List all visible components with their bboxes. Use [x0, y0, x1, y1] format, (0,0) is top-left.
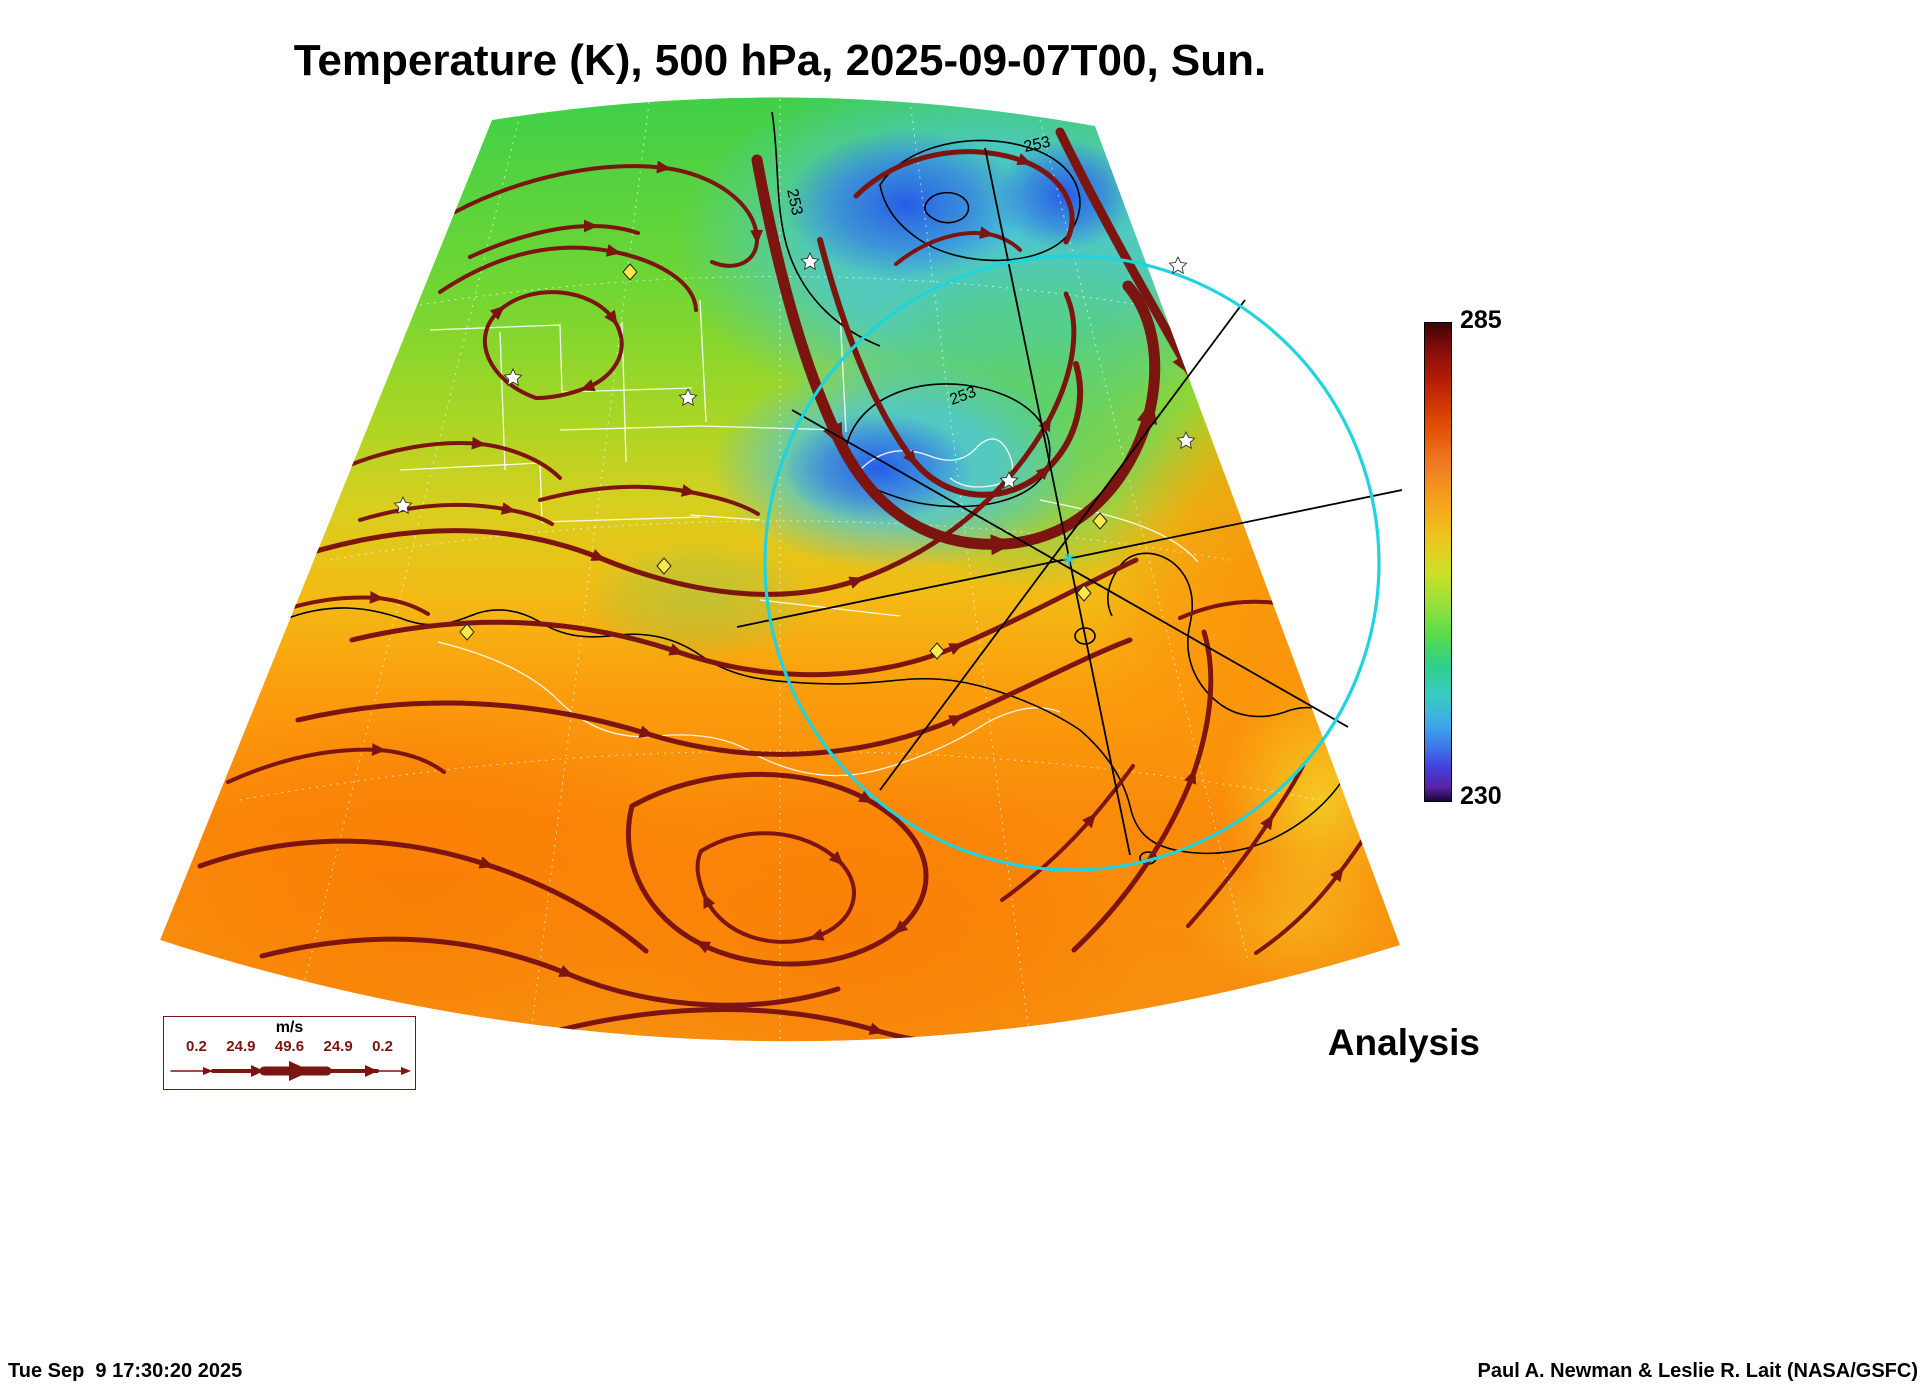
colorbar-max-label: 285 — [1460, 306, 1502, 334]
temperature-colorbar — [1424, 322, 1452, 802]
credit-text: Paul A. Newman & Leslie R. Lait (NASA/GS… — [1477, 1360, 1918, 1382]
streamline — [1186, 764, 1305, 928]
colorbar-min-label: 230 — [1460, 782, 1502, 810]
star-marker — [1176, 430, 1196, 450]
streamline — [626, 771, 929, 967]
diamond-marker — [656, 557, 672, 575]
circle-center-marker — [1063, 553, 1075, 565]
streamline — [1071, 629, 1214, 953]
track-line — [984, 147, 1131, 856]
trough-green — [580, 540, 820, 660]
wind-legend-value: 0.2 — [372, 1038, 393, 1055]
track-line — [879, 299, 1246, 791]
mode-label: Analysis — [1327, 1022, 1480, 1063]
streamline — [259, 936, 841, 1008]
warm-patch — [550, 770, 1150, 1042]
streamline — [226, 743, 446, 784]
streamline — [349, 557, 1139, 678]
diamond-marker — [622, 263, 638, 281]
wind-legend-value: 24.9 — [323, 1038, 353, 1055]
streamline — [197, 838, 649, 954]
wind-legend-value: 0.2 — [186, 1038, 207, 1055]
track-lines — [736, 147, 1403, 856]
star-markers — [393, 251, 1196, 515]
streamline — [1254, 826, 1372, 955]
star-marker — [393, 495, 413, 515]
streamline — [1000, 764, 1135, 902]
wind-legend-arrow-glyph — [169, 1061, 411, 1081]
streamline — [468, 219, 640, 259]
star-marker — [999, 470, 1019, 490]
streamline — [751, 154, 1161, 556]
star-marker — [800, 251, 820, 271]
page-title: Temperature (K), 500 hPa, 2025-09-07T00,… — [293, 36, 1267, 85]
streamline — [894, 226, 1022, 266]
streamline — [336, 436, 562, 480]
streamline — [695, 831, 856, 944]
diamond-markers — [459, 263, 1108, 660]
streamline — [853, 149, 1075, 245]
diamond-marker — [1076, 584, 1092, 602]
streamline — [482, 290, 624, 400]
diamond-marker — [1092, 512, 1108, 530]
contour-label: 253 — [783, 187, 805, 217]
star-marker — [503, 367, 523, 387]
contour-label: 253 — [1022, 134, 1052, 156]
streamline — [453, 160, 764, 268]
range-circle — [763, 254, 1381, 872]
wind-speed-legend: m/s 0.2 24.9 49.6 24.9 0.2 — [163, 1016, 416, 1090]
diamond-marker — [929, 642, 945, 660]
star-marker — [1168, 255, 1188, 275]
streamline — [557, 1006, 1071, 1042]
streamline — [438, 244, 698, 312]
wind-legend-value: 24.9 — [226, 1038, 256, 1055]
track-line — [791, 409, 1349, 728]
diamond-marker — [459, 623, 475, 641]
wind-legend-unit: m/s — [275, 1019, 304, 1036]
streamline — [538, 484, 760, 516]
star-marker — [678, 387, 698, 407]
temperature-map: 253 253 253 — [160, 97, 1403, 1042]
wind-legend-value: 49.6 — [274, 1038, 305, 1055]
streamline — [295, 637, 1133, 757]
generated-timestamp: Tue Sep 9 17:30:20 2025 — [8, 1360, 243, 1382]
wind-legend-values: 0.2 24.9 49.6 24.9 0.2 — [164, 1038, 415, 1055]
